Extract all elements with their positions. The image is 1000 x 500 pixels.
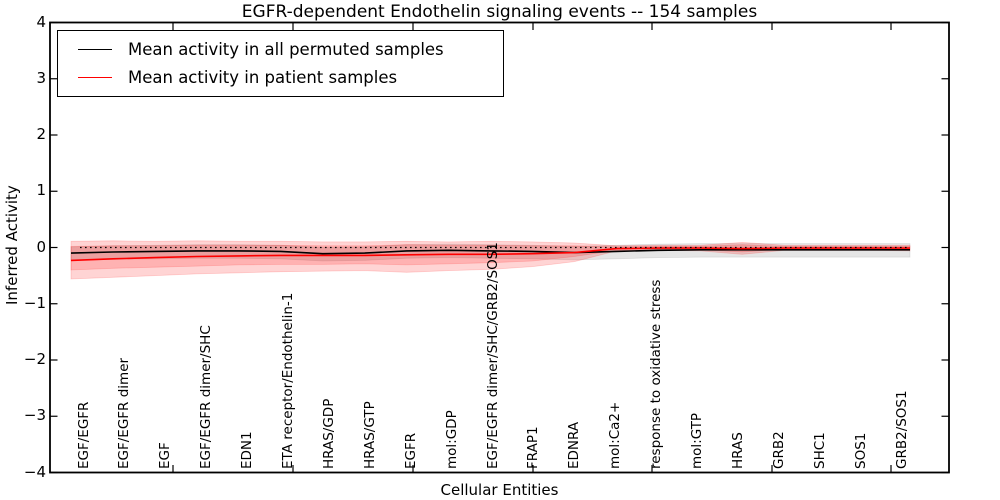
y-tick-label: −4 xyxy=(23,462,46,481)
x-category-label: EGF/EGFR dimer/SHC/GRB2/SOS1 xyxy=(484,242,501,469)
x-category-label: HRAS/GDP xyxy=(320,398,337,469)
x-category-label: HRAS/GTP xyxy=(361,401,378,469)
x-category-label: SOS1 xyxy=(852,432,869,469)
legend-label: Mean activity in all permuted samples xyxy=(128,40,444,59)
x-category-label: response to oxidative stress xyxy=(648,279,665,469)
x-category-label: EDN1 xyxy=(239,431,256,469)
mean-line-permuted xyxy=(70,249,910,255)
legend-item-patient: Mean activity in patient samples xyxy=(78,68,503,87)
x-category-label: SHC1 xyxy=(811,432,828,469)
legend-line-black-icon xyxy=(78,49,112,50)
y-tick-label: −3 xyxy=(23,406,46,425)
y-tick-label: −1 xyxy=(23,293,46,312)
x-category-label: EDNRA xyxy=(566,421,583,469)
x-category-label: GRB2 xyxy=(770,431,787,469)
y-tick-label: 4 xyxy=(36,12,46,31)
x-category-label: HRAS xyxy=(729,432,746,469)
x-category-label: mol:GDP xyxy=(443,410,460,469)
x-category-label: EGF xyxy=(157,442,174,469)
mean-line-patient xyxy=(70,247,910,262)
legend: Mean activity in all permuted samples Me… xyxy=(57,30,504,97)
x-category-label: mol:Ca2+ xyxy=(607,401,624,469)
x-category-label: EGFR xyxy=(402,432,419,469)
x-category-label: GRB2/SOS1 xyxy=(893,390,910,469)
x-category-label: EGF/EGFR dimer xyxy=(116,357,133,469)
y-tick-label: 1 xyxy=(36,181,46,200)
x-category-label: EGF/EGFR dimer/SHC xyxy=(198,325,215,469)
chart-title: EGFR-dependent Endothelin signaling even… xyxy=(241,2,758,22)
x-axis-label: Cellular Entities xyxy=(440,481,559,499)
y-tick-label: −2 xyxy=(23,350,46,368)
x-category-label: FRAP1 xyxy=(525,426,542,469)
legend-line-red-icon xyxy=(78,77,112,78)
y-tick-label: 0 xyxy=(36,237,46,256)
y-tick-label: 2 xyxy=(36,125,46,143)
x-category-label: EGF/EGFR xyxy=(75,401,92,469)
x-category-label: mol:GTP xyxy=(689,412,705,469)
x-category-label: ETA receptor/Endothelin-1 xyxy=(280,292,296,469)
y-tick-label: 3 xyxy=(36,68,46,87)
legend-item-permuted: Mean activity in all permuted samples xyxy=(78,40,503,59)
legend-label: Mean activity in patient samples xyxy=(128,68,398,87)
